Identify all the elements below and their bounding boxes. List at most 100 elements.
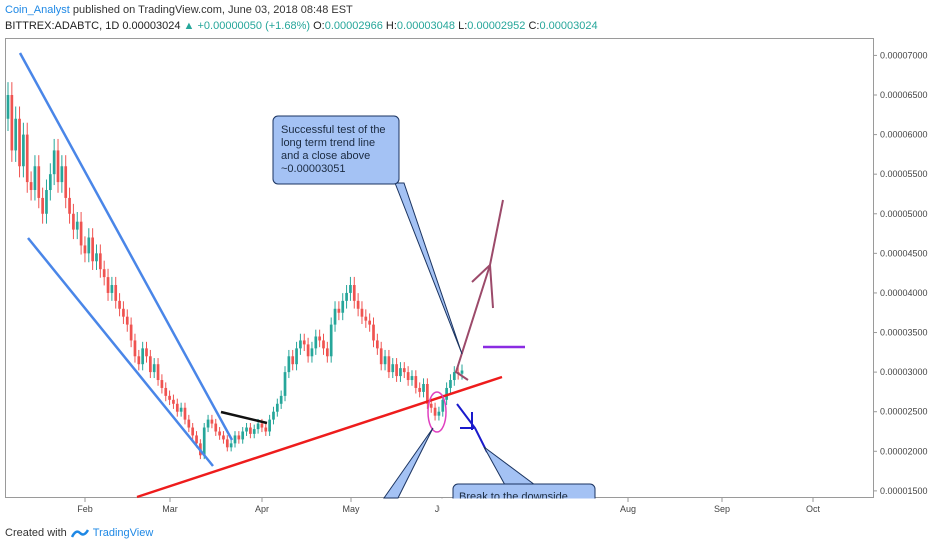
candle-up (45, 190, 48, 214)
candle-down (98, 253, 102, 270)
created-with-text: Created with (5, 527, 67, 539)
candle-down (83, 245, 87, 254)
candle-down (72, 213, 75, 230)
price-tick-label: 0.00005000 (880, 209, 928, 219)
candle-down (41, 197, 44, 214)
candle-down (125, 316, 129, 325)
ohlc-line: BITTREX:ADABTC, 1D 0.00003024 ▲ +0.00000… (5, 18, 598, 34)
candle-up (287, 356, 291, 373)
open-value: 0.00002966 (324, 20, 383, 32)
price-tick-label: 0.00006000 (880, 130, 928, 140)
candle-up (383, 356, 387, 365)
candle-down (406, 372, 410, 381)
price-tick-label: 0.00001500 (880, 486, 928, 496)
price-axis: 0.00001500 0.00002000 0.00002500 0.00003000… (873, 50, 928, 496)
candle-down (222, 435, 225, 440)
candle-up (329, 324, 333, 357)
callout-breakdown[interactable]: Break to the downside (383, 427, 610, 529)
candle-down (172, 399, 175, 404)
candle-down (395, 364, 398, 377)
candle-down (56, 150, 60, 183)
candle-up (110, 285, 114, 293)
publish-line: Coin_Analyst published on TradingView.co… (5, 2, 598, 18)
candle-down (387, 356, 391, 373)
price-tick-label: 0.00007000 (880, 50, 928, 60)
low-value: 0.00002952 (467, 20, 526, 32)
candle-down (195, 435, 198, 444)
open-label: O: (313, 20, 325, 32)
candle-down (25, 134, 29, 183)
candle-down (402, 368, 406, 373)
candle-down (129, 324, 133, 341)
candle-down (168, 395, 171, 400)
candle-down (352, 285, 356, 301)
candle-down (360, 308, 364, 317)
candle-up (252, 429, 256, 434)
tradingview-logo-icon (70, 529, 89, 538)
low-label: L: (458, 20, 468, 32)
candle-up (152, 364, 156, 373)
candle-up (410, 376, 414, 381)
author-link[interactable]: Coin_Analyst (5, 4, 70, 16)
time-tick-label: May (342, 504, 360, 514)
candle-down (322, 340, 325, 349)
candle-up (452, 372, 456, 381)
candle-down (225, 439, 229, 448)
candle-down (114, 285, 118, 301)
candle-down (137, 356, 141, 365)
candle-up (272, 411, 275, 420)
chart-header: Coin_Analyst published on TradingView.co… (5, 2, 598, 34)
close-value: 0.00003024 (539, 20, 598, 32)
candle-up (349, 285, 352, 293)
candle-down (191, 427, 195, 436)
candle-up (391, 364, 395, 373)
candle-down (260, 423, 264, 428)
upside-target-arrow[interactable] (454, 199, 504, 381)
candle-up (245, 427, 248, 432)
falling-wedge-upper-line[interactable] (18, 52, 234, 441)
downside-target-arrow[interactable] (456, 403, 488, 453)
candle-up (279, 395, 283, 404)
trendline-test-ellipse[interactable] (427, 391, 447, 433)
candle-up (48, 174, 52, 191)
tradingview-brand-link[interactable]: TradingView (92, 527, 154, 539)
candle-up (445, 387, 448, 400)
resistance-line-black[interactable] (220, 410, 268, 425)
footer: Created with TradingView (5, 527, 153, 539)
candle-up (52, 150, 56, 175)
close-label: C: (528, 20, 540, 32)
candle-down (183, 407, 187, 420)
price-tick-label: 0.00003000 (880, 367, 928, 377)
candle-down (175, 403, 179, 412)
long-term-trend-line[interactable] (136, 375, 503, 499)
candle-up (75, 221, 79, 230)
callout-successful-test[interactable]: Successful test of the long term trend l… (272, 115, 463, 355)
price-tick-label: 0.00004000 (880, 288, 928, 298)
time-tick-label: Apr (255, 504, 269, 514)
candle-down (133, 340, 137, 357)
time-tick-label: Feb (77, 504, 93, 514)
candle-down (145, 348, 148, 357)
candle-down (187, 419, 191, 428)
candle-down (426, 383, 429, 404)
candle-down (68, 197, 71, 214)
candle-up (202, 427, 206, 456)
falling-wedge-lower-line[interactable] (27, 237, 214, 467)
last-price: 0.00003024 (122, 20, 181, 32)
candle-up (275, 403, 279, 412)
candle-down (376, 340, 379, 349)
callout-top-line-3: and a close above (281, 150, 370, 162)
candle-up (87, 237, 91, 254)
candle-down (214, 423, 218, 432)
candle-down (102, 269, 106, 278)
candlestick-series (6, 82, 464, 460)
candle-up (283, 372, 287, 396)
candle-down (18, 118, 21, 167)
candle-down (418, 387, 422, 392)
price-tick-label: 0.00006500 (880, 90, 928, 100)
candle-up (14, 118, 18, 151)
candle-up (22, 134, 25, 167)
candle-up (6, 95, 10, 119)
candle-down (379, 348, 383, 365)
